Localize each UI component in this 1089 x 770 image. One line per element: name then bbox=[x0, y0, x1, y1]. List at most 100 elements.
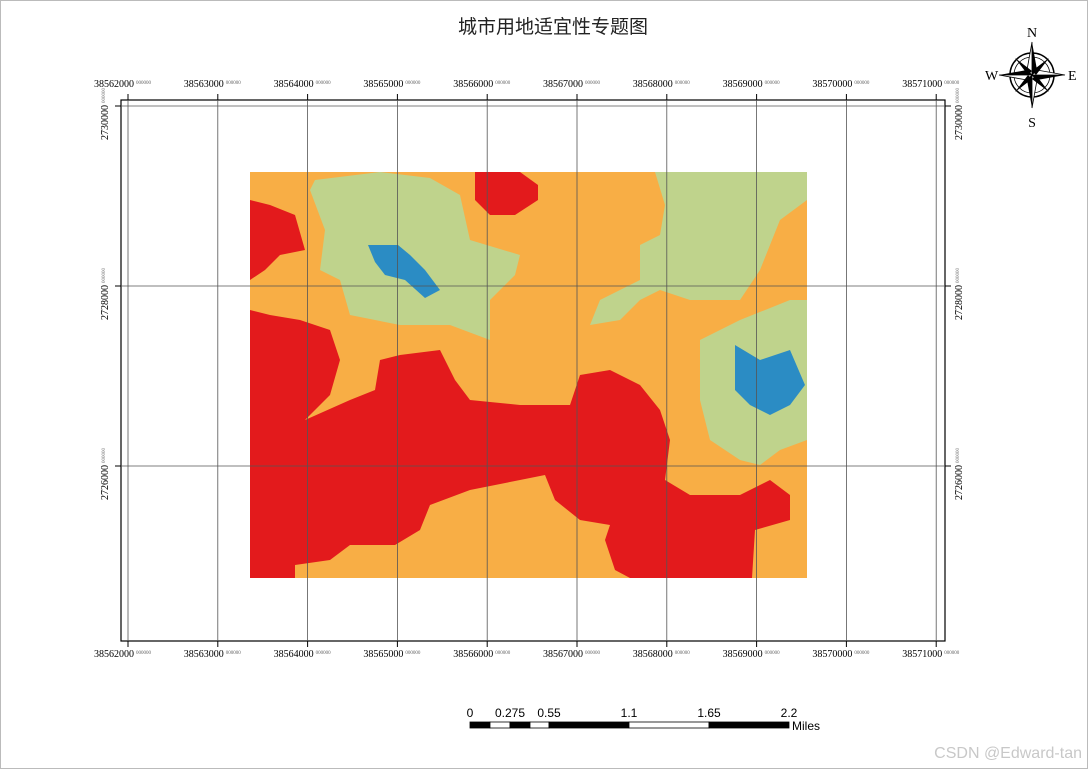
coordinate-sup: 000000 bbox=[316, 81, 332, 86]
scale-label: 1.65 bbox=[697, 706, 721, 720]
compass-south: S bbox=[1028, 116, 1036, 131]
x-coordinate-label: 38563000 000000 bbox=[184, 79, 242, 90]
x-coordinate-label: 38569000 000000 bbox=[723, 79, 781, 90]
coordinate-sup: 000000 bbox=[675, 651, 691, 656]
coordinate-sup: 000000 bbox=[854, 651, 870, 656]
x-coordinate-label: 38571000 000000 bbox=[902, 79, 960, 90]
coordinate-main: 38568000 bbox=[633, 79, 673, 90]
coordinate-main: 38563000 bbox=[184, 649, 224, 660]
x-coordinate-label: 38568000 000000 bbox=[633, 649, 691, 660]
compass-west: W bbox=[985, 69, 999, 84]
scale-label: 0.55 bbox=[537, 706, 561, 720]
coordinate-sup: 000000 bbox=[944, 651, 960, 656]
coordinate-sup: 000000 bbox=[956, 268, 961, 284]
class-blue bbox=[735, 345, 805, 415]
x-coordinate-label: 38563000 000000 bbox=[184, 649, 242, 660]
x-coordinate-label: 38566000 000000 bbox=[453, 79, 511, 90]
scale-unit: Miles bbox=[792, 719, 820, 733]
coordinate-main: 2726000 bbox=[100, 465, 111, 500]
x-coordinate-label: 38564000 000000 bbox=[274, 79, 332, 90]
y-coordinate-label: 2730000000000 bbox=[954, 88, 965, 141]
y-coordinate-label: 2728000000000 bbox=[954, 268, 965, 321]
coordinate-main: 2728000 bbox=[100, 285, 111, 320]
coordinate-main: 38566000 bbox=[453, 79, 493, 90]
compass-point bbox=[1032, 75, 1049, 92]
map-title: 城市用地适宜性专题图 bbox=[458, 16, 648, 38]
coordinate-sup: 000000 bbox=[136, 651, 152, 656]
coordinate-main: 38564000 bbox=[274, 79, 314, 90]
y-coordinate-label: 2726000000000 bbox=[954, 448, 965, 501]
x-coordinate-label: 38571000 000000 bbox=[902, 649, 960, 660]
scale-segment bbox=[489, 721, 511, 729]
coordinate-main: 38567000 bbox=[543, 649, 583, 660]
coordinate-main: 38567000 bbox=[543, 79, 583, 90]
coordinate-sup: 000000 bbox=[316, 651, 332, 656]
scale-segment bbox=[708, 721, 790, 729]
class-red bbox=[475, 172, 538, 215]
coordinate-sup: 000000 bbox=[226, 81, 242, 86]
compass-east: E bbox=[1068, 69, 1077, 84]
scale-segment bbox=[469, 721, 491, 729]
scale-label: 2.2 bbox=[781, 706, 798, 720]
class-red bbox=[250, 200, 305, 280]
coordinate-sup: 000000 bbox=[226, 651, 242, 656]
coordinate-sup: 000000 bbox=[585, 81, 601, 86]
compass-north: N bbox=[1027, 26, 1037, 41]
coordinate-main: 38562000 bbox=[94, 79, 134, 90]
y-coordinate-label: 2728000000000 bbox=[100, 268, 111, 321]
coordinate-main: 38570000 bbox=[812, 79, 852, 90]
coordinate-main: 2730000 bbox=[100, 105, 111, 140]
scale-label: 0 bbox=[467, 706, 474, 720]
coordinate-main: 38565000 bbox=[363, 649, 403, 660]
y-coordinate-label: 2726000000000 bbox=[100, 448, 111, 501]
coordinate-main: 38562000 bbox=[94, 649, 134, 660]
compass-point bbox=[1015, 58, 1032, 75]
coordinate-sup: 000000 bbox=[495, 81, 511, 86]
coordinate-sup: 000000 bbox=[944, 81, 960, 86]
x-coordinate-label: 38562000 000000 bbox=[94, 649, 152, 660]
x-coordinate-label: 38567000 000000 bbox=[543, 79, 601, 90]
suitability-raster bbox=[250, 172, 807, 578]
coordinate-main: 38569000 bbox=[723, 649, 763, 660]
coordinate-main: 38564000 bbox=[274, 649, 314, 660]
coordinate-sup: 000000 bbox=[765, 651, 781, 656]
coordinate-sup: 000000 bbox=[956, 448, 961, 464]
coordinate-sup: 000000 bbox=[405, 81, 421, 86]
x-coordinate-label: 38565000 000000 bbox=[363, 649, 421, 660]
class-green bbox=[590, 172, 807, 325]
compass-point bbox=[1015, 75, 1032, 92]
x-coordinate-label: 38562000 000000 bbox=[94, 79, 152, 90]
compass-point bbox=[1027, 75, 1032, 108]
x-coordinate-label: 38566000 000000 bbox=[453, 649, 511, 660]
coordinate-sup: 000000 bbox=[102, 448, 107, 464]
coordinate-main: 38563000 bbox=[184, 79, 224, 90]
compass-point bbox=[1032, 42, 1037, 75]
coordinate-main: 38571000 bbox=[902, 79, 942, 90]
scale-label: 0.275 bbox=[495, 706, 525, 720]
compass-point bbox=[1032, 75, 1065, 80]
watermark: CSDN @Edward-tan bbox=[934, 745, 1082, 762]
scale-segment bbox=[529, 721, 550, 729]
coordinate-main: 2726000 bbox=[954, 465, 965, 500]
compass-point bbox=[1032, 58, 1049, 75]
x-coordinate-label: 38570000 000000 bbox=[812, 649, 870, 660]
scale-segment bbox=[548, 721, 630, 729]
coordinate-main: 2730000 bbox=[954, 105, 965, 140]
x-coordinate-label: 38568000 000000 bbox=[633, 79, 691, 90]
north-arrow: N S E W bbox=[985, 26, 1077, 131]
coordinate-sup: 000000 bbox=[495, 651, 511, 656]
coordinate-sup: 000000 bbox=[765, 81, 781, 86]
coordinate-main: 38571000 bbox=[902, 649, 942, 660]
scale-label: 1.1 bbox=[621, 706, 638, 720]
scale-segment bbox=[628, 721, 710, 729]
x-coordinate-label: 38567000 000000 bbox=[543, 649, 601, 660]
map-frame bbox=[120, 99, 946, 642]
coordinate-sup: 000000 bbox=[675, 81, 691, 86]
coordinate-main: 38569000 bbox=[723, 79, 763, 90]
y-coordinate-label: 2730000000000 bbox=[100, 88, 111, 141]
coordinate-sup: 000000 bbox=[102, 268, 107, 284]
coordinate-main: 2728000 bbox=[954, 285, 965, 320]
coordinate-sup: 000000 bbox=[585, 651, 601, 656]
